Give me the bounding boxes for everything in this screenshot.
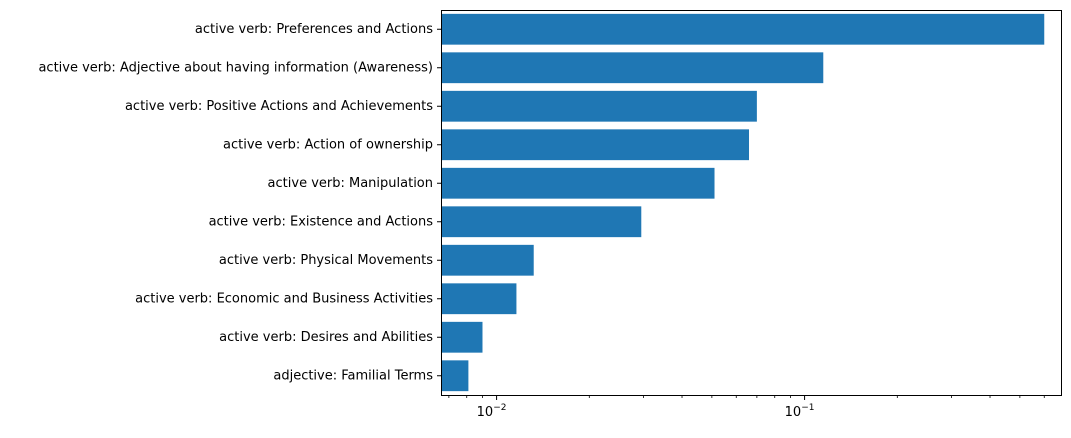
plot-frame: [441, 10, 1062, 396]
y-tick-label: active verb: Positive Actions and Achiev…: [125, 99, 433, 114]
y-tick-label: active verb: Action of ownership: [223, 137, 433, 152]
bar: [441, 360, 469, 392]
bar: [441, 90, 757, 122]
y-tick-label: adjective: Familial Terms: [273, 368, 433, 383]
x-tick-label: 10−1: [785, 403, 815, 420]
bar: [441, 52, 824, 84]
y-tick-label: active verb: Desires and Abilities: [219, 330, 433, 345]
x-ticks: 10−2 10−1: [448, 395, 1045, 420]
bar: [441, 129, 750, 161]
y-tick-label: active verb: Existence and Actions: [209, 214, 434, 229]
bar: [441, 13, 1045, 45]
y-tick-marks: [437, 28, 441, 377]
y-tick-label: active verb: Economic and Business Activ…: [135, 291, 433, 306]
y-tick-labels: active verb: Preferences and Actions acti…: [38, 22, 433, 384]
bar: [441, 283, 517, 315]
y-tick-label: active verb: Physical Movements: [219, 253, 433, 268]
bar: [441, 244, 534, 276]
x-tick-label: 10−2: [477, 403, 507, 420]
bar: [441, 167, 715, 199]
y-tick-label: active verb: Manipulation: [268, 176, 433, 191]
bars-group: [441, 13, 1045, 392]
bar: [441, 206, 642, 238]
bar: [441, 321, 483, 353]
y-tick-label: active verb: Adjective about having info…: [38, 60, 433, 75]
y-tick-label: active verb: Preferences and Actions: [195, 22, 433, 37]
